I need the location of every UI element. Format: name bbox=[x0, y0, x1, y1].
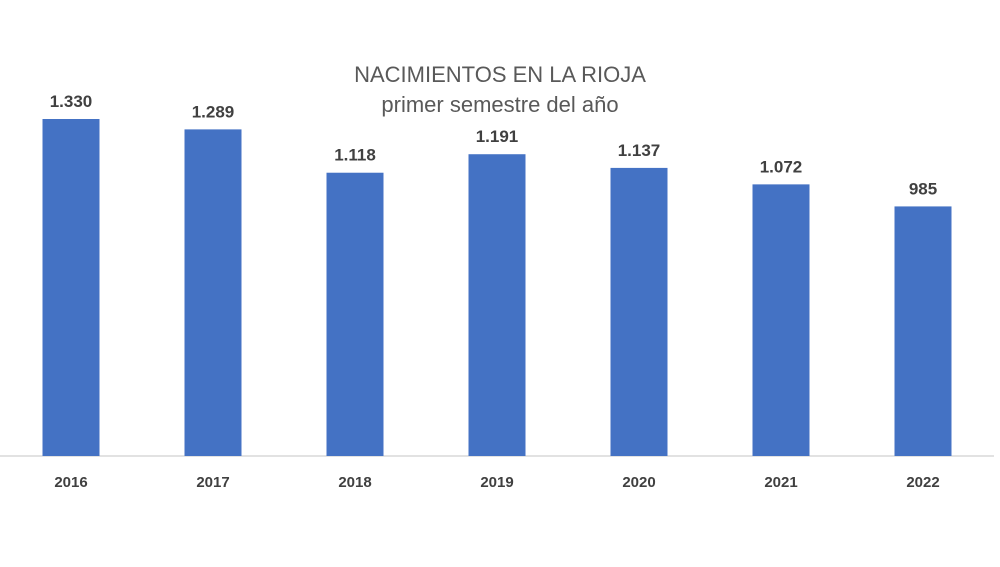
bar-2021 bbox=[752, 184, 810, 456]
bars-group bbox=[42, 119, 952, 457]
x-tick-label-2017: 2017 bbox=[196, 474, 229, 491]
data-label-2020: 1.137 bbox=[618, 141, 661, 160]
x-tick-label-2021: 2021 bbox=[764, 474, 797, 491]
chart-title: NACIMIENTOS EN LA RIOJA bbox=[354, 62, 646, 87]
data-label-2016: 1.330 bbox=[50, 92, 93, 111]
bar-2016 bbox=[42, 119, 100, 456]
x-tick-labels-group: 2016 2017 2018 2019 2020 2021 2022 bbox=[54, 474, 939, 491]
x-tick-label-2019: 2019 bbox=[480, 474, 513, 491]
bar-2019 bbox=[468, 154, 526, 456]
data-label-2017: 1.289 bbox=[192, 102, 235, 121]
data-labels-group: 1.330 1.289 1.118 1.191 1.137 1.072 985 bbox=[50, 92, 937, 198]
data-label-2021: 1.072 bbox=[760, 157, 803, 176]
bar-2022 bbox=[894, 206, 952, 456]
x-tick-label-2020: 2020 bbox=[622, 474, 655, 491]
x-tick-label-2016: 2016 bbox=[54, 474, 87, 491]
data-label-2022: 985 bbox=[909, 179, 937, 198]
x-tick-label-2022: 2022 bbox=[906, 474, 939, 491]
bar-2017 bbox=[184, 129, 242, 456]
data-label-2018: 1.118 bbox=[334, 146, 376, 165]
data-label-2019: 1.191 bbox=[476, 127, 519, 146]
chart-subtitle: primer semestre del año bbox=[381, 92, 619, 117]
x-tick-label-2018: 2018 bbox=[338, 474, 371, 491]
bar-2018 bbox=[326, 172, 384, 457]
bar-2020 bbox=[610, 167, 668, 456]
